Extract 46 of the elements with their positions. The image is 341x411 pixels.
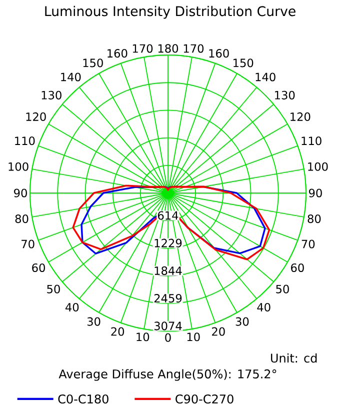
spoke-label: 180 [158, 44, 178, 53]
text: Average Diffuse Angle(50%): 175.2° [58, 369, 276, 381]
y-tick-label: 1844 [154, 266, 182, 275]
spoke-label: 170 [184, 44, 204, 53]
spoke-label: 60 [291, 263, 304, 272]
spoke-label: 160 [108, 49, 128, 58]
spoke-label: 90 [14, 188, 27, 198]
spoke-label: 120 [290, 112, 310, 121]
spoke-label: 140 [61, 72, 81, 82]
spoke-label: 80 [15, 214, 28, 224]
spoke-label: 40 [257, 302, 270, 312]
legend-label: C0-C180 [58, 394, 108, 404]
spoke-label: 130 [42, 90, 62, 100]
spoke-label: 150 [234, 58, 254, 68]
y-tick-label: 1229 [154, 238, 182, 248]
spoke-label: 70 [22, 240, 34, 248]
y-tick-label: 614 [158, 211, 178, 220]
spoke-label: 100 [308, 162, 328, 171]
spoke-label: 50 [47, 284, 60, 294]
spoke-label: 100 [8, 162, 28, 171]
y-tick-label: 3074 [154, 322, 182, 330]
spoke-label: 110 [302, 136, 322, 146]
spoke-label: 60 [32, 263, 45, 272]
y-tick-label: 2459 [154, 294, 182, 303]
spoke-label: 70 [302, 240, 315, 248]
spoke-label: 170 [132, 44, 153, 53]
spoke-label: 140 [256, 72, 276, 82]
spoke-label: 20 [212, 327, 225, 336]
legend-label: C90-C270 [176, 394, 234, 404]
spoke-label: 160 [209, 49, 229, 58]
text: Unit: cd [271, 353, 317, 363]
spoke-label: 110 [15, 136, 35, 146]
spoke-label: 10 [136, 332, 150, 342]
chart-title: Luminous Intensity Distribution Curve [45, 6, 296, 19]
spoke-label: 90 [308, 188, 322, 198]
spoke-label: 30 [87, 317, 100, 326]
spoke-label: 30 [236, 317, 249, 326]
spoke-label: 40 [65, 302, 79, 312]
spoke-label: 150 [83, 58, 103, 68]
spoke-label: 80 [308, 214, 321, 224]
spoke-label: 10 [187, 332, 200, 342]
spoke-label: 0 [165, 333, 171, 342]
spoke-label: 130 [275, 90, 295, 100]
spoke-label: 120 [26, 112, 46, 121]
spoke-label: 20 [111, 327, 124, 336]
spoke-label: 50 [276, 284, 289, 294]
